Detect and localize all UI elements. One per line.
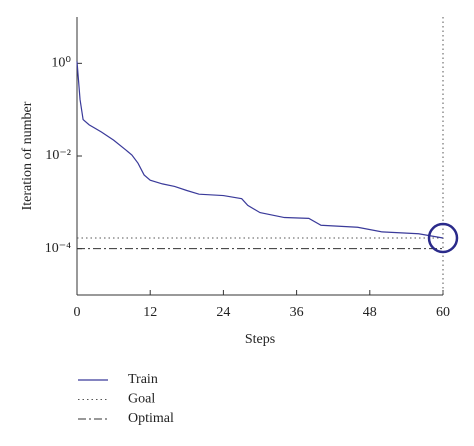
goal-highlight xyxy=(427,222,459,254)
x-tick-label: 60 xyxy=(436,305,450,320)
y-tick-label: 10⁻⁴ xyxy=(45,241,71,256)
legend-label: Optimal xyxy=(128,411,174,426)
legend-label: Train xyxy=(128,372,158,387)
x-tick-label: 48 xyxy=(363,305,377,320)
y-tick-label: 10⁰ xyxy=(51,56,71,71)
x-tick-label: 24 xyxy=(216,305,230,320)
y-tick-label: 10⁻² xyxy=(45,148,71,163)
x-tick-label: 0 xyxy=(74,305,81,320)
y-axis-label: Iteration of number xyxy=(20,101,35,210)
x-tick-label: 36 xyxy=(290,305,304,320)
train-line xyxy=(76,61,444,239)
legend-label: Goal xyxy=(128,392,155,407)
x-tick-label: 12 xyxy=(143,305,157,320)
x-axis-label: Steps xyxy=(245,332,275,347)
